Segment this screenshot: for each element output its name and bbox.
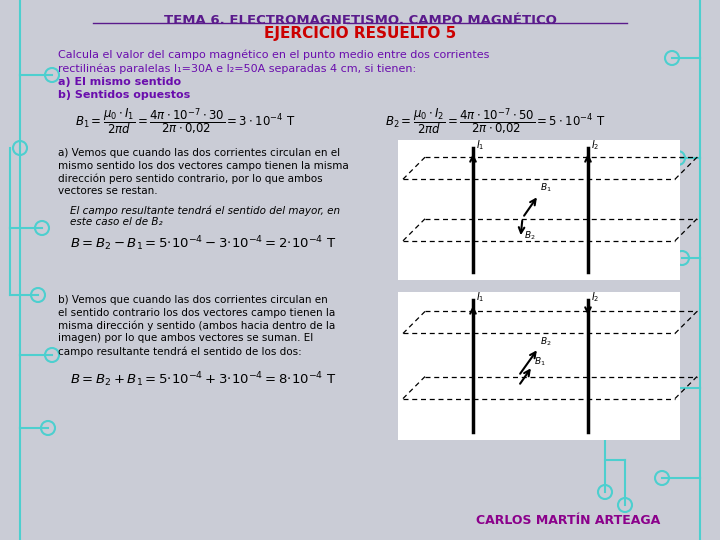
Text: este caso el de B₂: este caso el de B₂ (70, 217, 163, 227)
Text: $B_2$: $B_2$ (524, 229, 536, 241)
Bar (398, 292, 680, 440)
Text: $I_2$: $I_2$ (591, 290, 600, 304)
Bar (398, 140, 680, 280)
Text: dirección pero sentido contrario, por lo que ambos: dirección pero sentido contrario, por lo… (58, 173, 323, 184)
Text: b) Vemos que cuando las dos corrientes circulan en: b) Vemos que cuando las dos corrientes c… (58, 295, 328, 305)
Text: el sentido contrario los dos vectores campo tienen la: el sentido contrario los dos vectores ca… (58, 308, 336, 318)
Text: $B_2 = \dfrac{\mu_0 \cdot I_2}{2\pi d} = \dfrac{4\pi \cdot 10^{-7} \cdot 50}{2\p: $B_2 = \dfrac{\mu_0 \cdot I_2}{2\pi d} =… (385, 106, 606, 136)
Text: a) Vemos que cuando las dos corrientes circulan en el: a) Vemos que cuando las dos corrientes c… (58, 148, 340, 158)
Text: vectores se restan.: vectores se restan. (58, 186, 158, 197)
Text: Calcula el valor del campo magnético en el punto medio entre dos corrientes: Calcula el valor del campo magnético en … (58, 50, 490, 60)
Text: EJERCICIO RESUELTO 5: EJERCICIO RESUELTO 5 (264, 26, 456, 41)
Text: $B_1 = \dfrac{\mu_0 \cdot I_1}{2\pi d} = \dfrac{4\pi \cdot 10^{-7} \cdot 30}{2\p: $B_1 = \dfrac{\mu_0 \cdot I_1}{2\pi d} =… (75, 106, 295, 136)
Text: $B = B_2 + B_1 = 5{\cdot}10^{-4} + 3{\cdot}10^{-4} = 8{\cdot}10^{-4}\ \mathrm{T}: $B = B_2 + B_1 = 5{\cdot}10^{-4} + 3{\cd… (70, 370, 336, 389)
Text: $B = B_2 - B_1 = 5{\cdot}10^{-4} - 3{\cdot}10^{-4} = 2{\cdot}10^{-4}\ \mathrm{T}: $B = B_2 - B_1 = 5{\cdot}10^{-4} - 3{\cd… (70, 234, 336, 253)
Text: El campo resultante tendrá el sentido del mayor, en: El campo resultante tendrá el sentido de… (70, 205, 340, 215)
Text: campo resultante tendrá el sentido de los dos:: campo resultante tendrá el sentido de lo… (58, 346, 302, 357)
Text: rectilinéas paralelas I₁=30A e I₂=50A separadas 4 cm, si tienen:: rectilinéas paralelas I₁=30A e I₂=50A se… (58, 64, 416, 74)
Text: CARLOS MARTÍN ARTEAGA: CARLOS MARTÍN ARTEAGA (476, 514, 660, 527)
Text: $B_1$: $B_1$ (534, 355, 545, 368)
Text: misma dirección y sentido (ambos hacia dentro de la: misma dirección y sentido (ambos hacia d… (58, 321, 336, 331)
Text: b) Sentidos opuestos: b) Sentidos opuestos (58, 91, 190, 100)
Text: a) El mismo sentido: a) El mismo sentido (58, 77, 181, 87)
Text: $I_2$: $I_2$ (591, 138, 600, 152)
Text: $I_1$: $I_1$ (476, 138, 485, 152)
Text: TEMA 6. ELECTROMAGNETISMO. CAMPO MAGNÉTICO: TEMA 6. ELECTROMAGNETISMO. CAMPO MAGNÉTI… (163, 14, 557, 27)
Text: mismo sentido los dos vectores campo tienen la misma: mismo sentido los dos vectores campo tie… (58, 161, 348, 171)
Text: imagen) por lo que ambos vectores se suman. El: imagen) por lo que ambos vectores se sum… (58, 333, 313, 343)
Text: $I_1$: $I_1$ (476, 290, 485, 304)
Text: $B_2$: $B_2$ (539, 335, 551, 348)
Text: $B_1$: $B_1$ (539, 181, 552, 193)
